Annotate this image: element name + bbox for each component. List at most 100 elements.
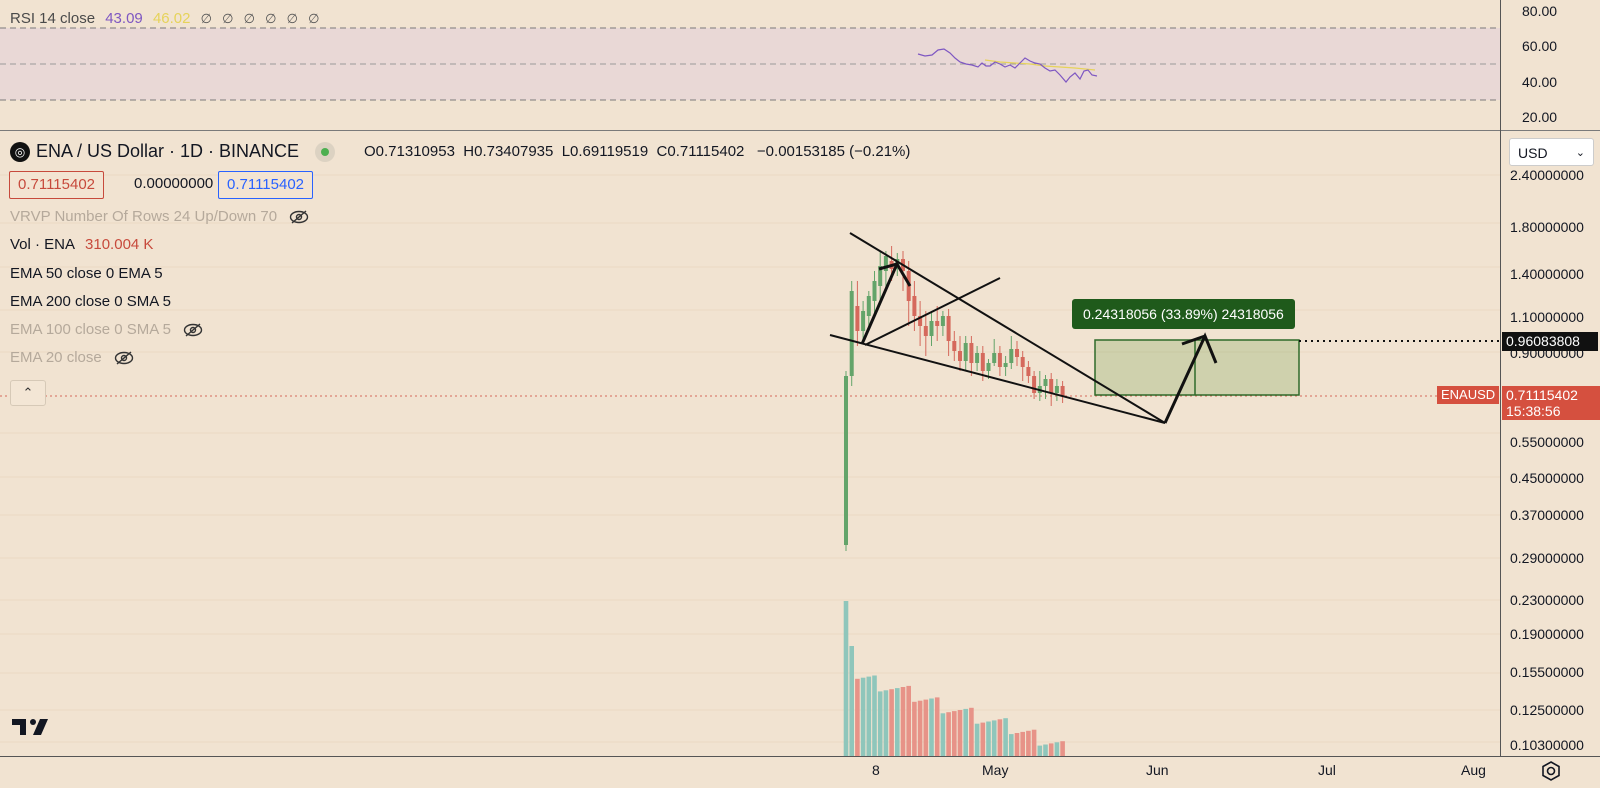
- rsi-legend[interactable]: RSI 14 close 43.09 46.02 ∅ ∅ ∅ ∅ ∅ ∅: [10, 10, 325, 27]
- sell-price-button[interactable]: 0.71115402: [9, 171, 105, 199]
- candle-body: [866, 296, 871, 316]
- indicator-ema100[interactable]: EMA 100 close 0 SMA 5: [10, 321, 203, 338]
- indicator-label: VRVP Number Of Rows 24 Up/Down 70: [10, 208, 278, 225]
- candle-body: [883, 256, 888, 271]
- null-value: ∅: [222, 11, 234, 26]
- rsi-plot: [0, 27, 1500, 101]
- eye-crossed-icon[interactable]: [183, 322, 203, 337]
- measure-label[interactable]: 0.24318056 (33.89%) 24318056: [1072, 299, 1295, 329]
- indicator-ema20[interactable]: EMA 20 close: [10, 349, 134, 366]
- time-scale-label: Jun: [1146, 762, 1169, 778]
- price-scale-label: 0.37000000: [1510, 507, 1584, 523]
- volume-bar: [934, 697, 940, 756]
- wedge-inner-line[interactable]: [864, 277, 1001, 346]
- volume-bar: [946, 712, 951, 756]
- candle-body: [1032, 376, 1037, 393]
- market-status-icon[interactable]: [315, 141, 336, 162]
- volume-bar: [957, 710, 963, 756]
- time-scale-label: Aug: [1461, 762, 1486, 778]
- close-key: C: [656, 143, 668, 160]
- volume-bar: [974, 723, 980, 756]
- indicator-label: EMA 50 close 0 EMA 5: [10, 265, 163, 282]
- indicator-label: Vol · ENA: [10, 236, 76, 253]
- candle-body: [963, 343, 968, 361]
- volume-bar: [963, 708, 968, 756]
- buy-price-button[interactable]: 0.71115402: [218, 171, 314, 199]
- candle-body: [912, 296, 917, 316]
- tradingview-logo-icon[interactable]: [12, 717, 50, 737]
- price-scale-label: 0.15500000: [1510, 664, 1584, 680]
- volume-bar: [906, 685, 911, 756]
- candle-body: [855, 306, 860, 331]
- volume-bar: [872, 675, 877, 756]
- price-scale-label: 1.10000000: [1510, 309, 1584, 325]
- rsi-scale-label: 80.00: [1522, 3, 1558, 19]
- projection-arrow-head: [1181, 334, 1206, 346]
- candle-body: [992, 353, 997, 363]
- candle-body: [918, 316, 923, 326]
- candle-body: [946, 316, 951, 341]
- volume-bar: [1014, 733, 1020, 756]
- bar-countdown-tag: 15:38:56: [1502, 403, 1600, 420]
- price-scale-label: 0.19000000: [1510, 626, 1584, 642]
- rsi-ma-line: [984, 59, 1096, 71]
- candle-body: [878, 266, 883, 286]
- rsi-pane[interactable]: RSI 14 close 43.09 46.02 ∅ ∅ ∅ ∅ ∅ ∅: [0, 0, 1500, 130]
- pane-separator[interactable]: [0, 130, 1600, 131]
- open-key: O: [364, 143, 376, 160]
- eye-crossed-icon[interactable]: [114, 350, 134, 365]
- symbol-title: ENA / US Dollar · 1D · BINANCE: [36, 141, 300, 161]
- volume-bar: [866, 676, 872, 756]
- candlestick-series: [844, 246, 1065, 551]
- volume-bar: [940, 713, 946, 756]
- rsi-label: RSI 14 close: [10, 10, 96, 27]
- volume-bar: [1054, 742, 1060, 756]
- indicator-ema200[interactable]: EMA 200 close 0 SMA 5: [10, 293, 171, 310]
- volume-value: 310.004 K: [85, 236, 154, 253]
- volume-bar: [991, 720, 997, 756]
- symbol-price-tag: ENAUSD: [1437, 386, 1500, 404]
- volume-bar: [889, 689, 894, 756]
- volume-bar: [912, 701, 917, 756]
- price-scale-label: 0.23000000: [1510, 592, 1584, 608]
- volume-bar: [986, 721, 991, 756]
- volume-bar: [1020, 731, 1025, 756]
- indicator-vrvp[interactable]: VRVP Number Of Rows 24 Up/Down 70: [10, 208, 309, 225]
- rsi-scale-label: 40.00: [1522, 74, 1558, 90]
- indicator-label: EMA 20 close: [10, 349, 102, 366]
- main-chart[interactable]: [0, 131, 1500, 756]
- volume-bar: [1060, 741, 1065, 756]
- spread-value: 0.00000000: [134, 175, 214, 192]
- null-value: ∅: [243, 11, 255, 26]
- volume-bar: [1031, 729, 1037, 756]
- null-value: ∅: [308, 11, 320, 26]
- volume-bar: [849, 646, 854, 756]
- candle-body: [1026, 367, 1031, 376]
- volume-bar: [1026, 730, 1031, 756]
- volume-bar: [877, 691, 883, 756]
- volume-bar: [895, 688, 900, 756]
- currency-select[interactable]: USD ⌄: [1509, 138, 1594, 166]
- indicator-ema50[interactable]: EMA 50 close 0 EMA 5: [10, 265, 163, 282]
- candle-body: [986, 363, 991, 371]
- indicator-volume[interactable]: Vol · ENA 310.004 K: [10, 236, 153, 253]
- rsi-value: 43.09: [105, 10, 143, 27]
- settings-icon[interactable]: [1540, 760, 1562, 782]
- collapse-legend-button[interactable]: ⌃: [10, 380, 46, 406]
- time-scale-label: 8: [872, 762, 880, 778]
- candle-body: [1043, 379, 1048, 386]
- candle-body: [872, 281, 877, 301]
- candle-body: [849, 291, 854, 376]
- candle-body: [1060, 386, 1065, 396]
- low-value: 0.69119519: [570, 143, 649, 160]
- wedge-upper-trendline[interactable]: [849, 232, 1166, 424]
- time-scale-label: Jul: [1318, 762, 1336, 778]
- wedge-lower-trendline[interactable]: [829, 334, 1166, 424]
- eye-crossed-icon[interactable]: [289, 209, 309, 224]
- impulse-arrow-head: [878, 262, 898, 271]
- price-range-measure-box[interactable]: [1094, 339, 1300, 396]
- symbol-legend[interactable]: ◎ ENA / US Dollar · 1D · BINANCE: [10, 141, 336, 162]
- indicator-label: EMA 200 close 0 SMA 5: [10, 293, 171, 310]
- currency-value: USD: [1518, 145, 1548, 161]
- volume-bar: [855, 678, 860, 756]
